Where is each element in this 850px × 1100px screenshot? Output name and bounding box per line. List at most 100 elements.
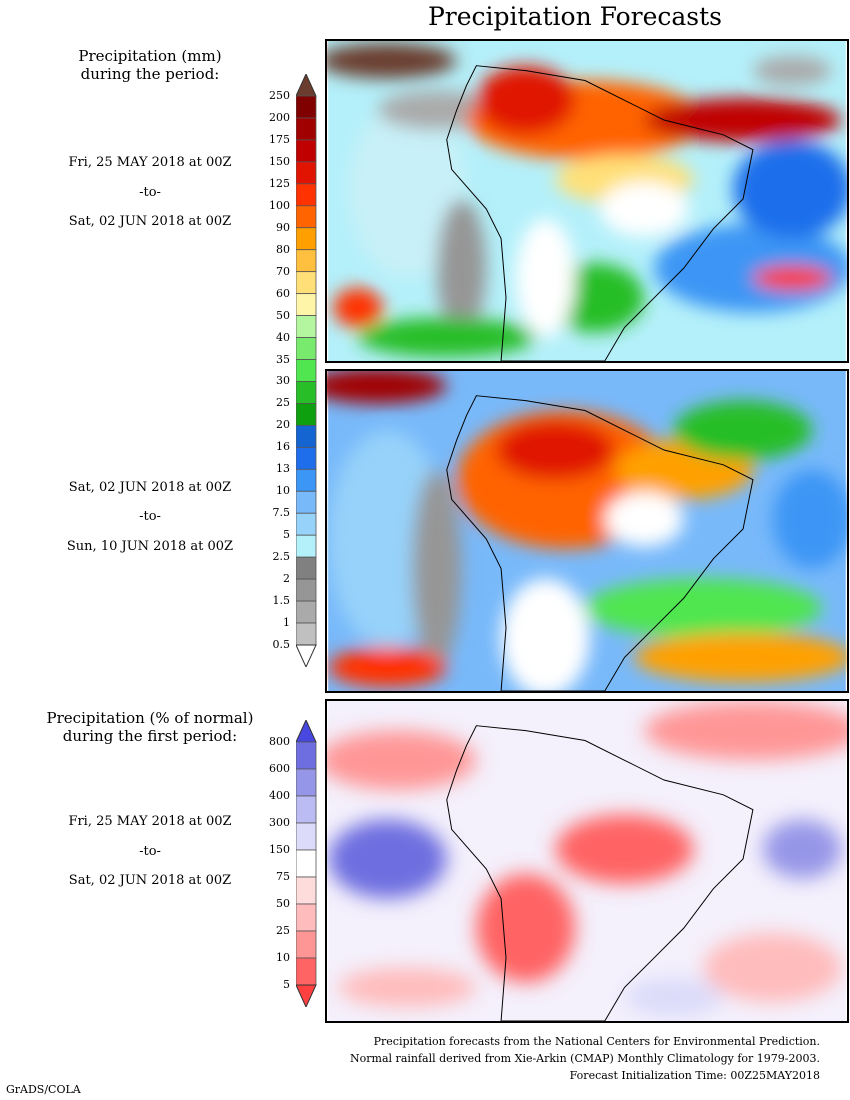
colorbar-tick-label: 35 <box>276 352 290 366</box>
colorbar-segment <box>296 876 317 905</box>
colorbar-tick-label: 13 <box>276 462 290 476</box>
period3-end: Sat, 02 JUN 2018 at 00Z <box>68 873 232 888</box>
colorbar-segment <box>296 249 317 273</box>
colorbar-segment <box>296 271 317 295</box>
map-panel-period1 <box>325 39 849 363</box>
colorbar-tick-label: 400 <box>269 789 290 802</box>
colorbar-tick-label: 80 <box>276 242 290 256</box>
colorbar-tick-label: 2.5 <box>272 550 291 564</box>
period1-sep: -to- <box>139 185 161 200</box>
colorbar-graphic <box>296 74 317 667</box>
colorbar-tick-label: 50 <box>276 308 290 322</box>
colorbar-tick-label: 5 <box>283 978 290 991</box>
colorbar-segment <box>296 768 317 797</box>
colorbar-segment <box>296 403 317 426</box>
colorbar-segment <box>296 490 317 514</box>
colorbar-segment <box>296 424 317 448</box>
colorbar-tick-label: 30 <box>276 374 290 388</box>
colorbar-segment <box>296 227 317 251</box>
colorbar-segment <box>296 622 317 646</box>
colorbar-segment <box>296 578 317 602</box>
section2-label-line1: Precipitation (% of normal) <box>46 709 254 727</box>
colorbar-tick-label: 70 <box>276 264 290 278</box>
colorbar-graphic <box>296 720 317 1007</box>
colorbar-segment <box>296 822 317 851</box>
colorbar-segment <box>296 359 317 382</box>
colorbar-tick-label: 60 <box>276 286 290 300</box>
colorbar-tick-label: 7.5 <box>272 506 291 520</box>
colorbar-tick-label: 5 <box>283 528 290 542</box>
colorbar-tick-label: 150 <box>269 843 290 856</box>
colorbar-tick-label: 2 <box>283 572 290 586</box>
colorbar-tick-label: 90 <box>276 220 290 234</box>
colorbar-segment <box>296 741 317 770</box>
colorbar-segment <box>296 512 317 536</box>
colorbar-segment <box>296 556 317 580</box>
colorbar-segment <box>296 161 317 185</box>
colorbar-tick-label: 75 <box>276 870 290 883</box>
colorbar-tick-label: 200 <box>269 110 290 124</box>
period3-start: Fri, 25 MAY 2018 at 00Z <box>68 814 232 829</box>
credit: GrADS/COLA <box>6 1083 81 1096</box>
colorbar-over-triangle <box>296 720 317 743</box>
colorbar-tick-label: 1 <box>283 616 290 630</box>
colorbar-tick-label: 25 <box>276 396 290 410</box>
period3-sep: -to- <box>139 844 161 859</box>
colorbar-tick-label: 100 <box>269 198 290 212</box>
period1-end: Sat, 02 JUN 2018 at 00Z <box>68 214 232 229</box>
colorbar-segment <box>296 205 317 229</box>
colorbar-segment <box>296 337 317 360</box>
colorbar-segment <box>296 600 317 624</box>
section1-label-line1: Precipitation (mm) <box>78 47 222 65</box>
precip-map-period2 <box>327 371 847 691</box>
colorbar-tick-label: 300 <box>269 816 290 829</box>
colorbar-tick-label: 16 <box>276 440 290 454</box>
colorbar-segment <box>296 183 317 207</box>
section2-label-line2: during the first period: <box>62 727 238 745</box>
colorbar-tick-label: 20 <box>276 418 290 432</box>
map-panel-percent-normal <box>325 699 849 1023</box>
section2-label: Precipitation (% of normal) during the f… <box>20 709 280 745</box>
colorbar-tick-label: 125 <box>269 176 290 190</box>
colorbar-under-triangle <box>296 644 317 667</box>
colorbar-segment <box>296 849 317 878</box>
period2-end: Sun, 10 JUN 2018 at 00Z <box>66 539 234 554</box>
colorbar-segment <box>296 381 317 404</box>
footer-normal: Normal rainfall derived from Xie-Arkin (… <box>350 1052 820 1065</box>
colorbar-tick-label: 800 <box>269 735 290 748</box>
colorbar-tick-label: 10 <box>276 484 290 498</box>
colorbar-tick-label: 600 <box>269 762 290 775</box>
colorbar-segment <box>296 795 317 824</box>
percent-normal-map <box>327 701 847 1021</box>
section1-label-line2: during the period: <box>80 65 220 83</box>
colorbar-tick-label: 10 <box>276 951 290 964</box>
colorbar-segment <box>296 468 317 492</box>
colorbar-segment <box>296 117 317 141</box>
colorbar-tick-label: 25 <box>276 924 290 937</box>
colorbar-tick-label: 40 <box>276 330 290 344</box>
colorbar-tick-label: 175 <box>269 132 290 146</box>
colorbar-segment <box>296 957 317 986</box>
colorbar-segment <box>296 139 317 163</box>
colorbar-segment <box>296 534 317 558</box>
map-panel-period2 <box>325 369 849 693</box>
colorbar-tick-label: 50 <box>276 897 290 910</box>
colorbar-under-triangle <box>296 984 317 1007</box>
colorbar-segment <box>296 930 317 959</box>
precip-map-period1 <box>327 41 847 361</box>
footer-init-time: Forecast Initialization Time: 00Z25MAY20… <box>569 1069 820 1082</box>
colorbar-tick-label: 1.5 <box>272 594 291 608</box>
colorbar-segment <box>296 903 317 932</box>
colorbar-over-triangle <box>296 74 317 97</box>
colorbar-segment <box>296 293 317 316</box>
period2-sep: -to- <box>139 509 161 524</box>
colorbar-tick-label: 250 <box>269 89 290 102</box>
colorbar-tick-label: 150 <box>269 154 290 168</box>
colorbar-segment <box>296 446 317 470</box>
period1-start: Fri, 25 MAY 2018 at 00Z <box>68 155 232 170</box>
section1-label: Precipitation (mm) during the period: <box>40 47 260 83</box>
colorbar-segment <box>296 315 317 338</box>
page-title: Precipitation Forecasts <box>427 2 723 31</box>
footer-source: Precipitation forecasts from the Nationa… <box>373 1035 820 1048</box>
